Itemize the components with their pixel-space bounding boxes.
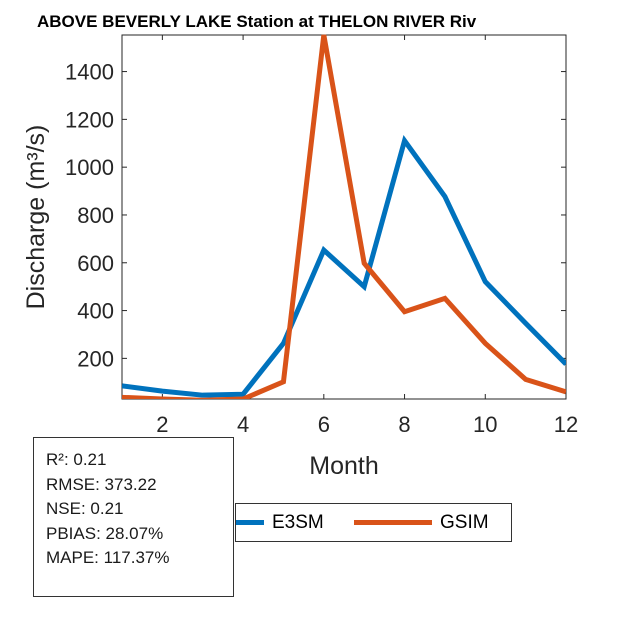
legend: E3SM GSIM	[235, 503, 512, 542]
legend-label-e3sm: E3SM	[272, 511, 324, 533]
plot-area	[121, 34, 567, 400]
x-axis-label: Month	[309, 452, 378, 480]
x-tick-label: 4	[237, 412, 249, 437]
statistics-box: R²: 0.21 RMSE: 373.22 NSE: 0.21 PBIAS: 2…	[33, 437, 234, 597]
legend-item-gsim: GSIM	[354, 504, 489, 541]
y-tick-label: 800	[77, 203, 114, 228]
stat-pbias: PBIAS: 28.07%	[46, 523, 164, 543]
y-tick-label: 1000	[65, 155, 114, 180]
x-tick-label: 12	[554, 412, 578, 437]
legend-item-e3sm: E3SM	[236, 504, 324, 541]
y-tick-label: 1200	[65, 107, 114, 132]
x-tick-label: 6	[318, 412, 330, 437]
y-tick-label: 600	[77, 251, 114, 276]
x-tick-label: 10	[473, 412, 497, 437]
legend-swatch-e3sm	[236, 520, 264, 525]
series-line-e3sm	[122, 134, 566, 398]
legend-label-gsim: GSIM	[440, 511, 489, 533]
stat-mape: MAPE: 117.37%	[46, 548, 170, 567]
y-tick-label: 400	[77, 299, 114, 324]
series-line-gsim	[122, 34, 566, 399]
x-tick-label: 8	[398, 412, 410, 437]
x-tick-label: 2	[156, 412, 168, 437]
stat-rmse: RMSE: 373.22	[46, 474, 157, 494]
y-tick-label: 1400	[65, 60, 114, 85]
stat-r2: R²: 0.21	[46, 450, 107, 469]
y-tick-label: 200	[77, 346, 114, 371]
y-axis-label: Discharge (m³/s)	[22, 125, 50, 310]
chart-title: ABOVE BEVERLY LAKE Station at THELON RIV…	[37, 12, 477, 31]
stat-nse: NSE: 0.21	[46, 499, 124, 518]
legend-swatch-gsim	[354, 520, 432, 525]
